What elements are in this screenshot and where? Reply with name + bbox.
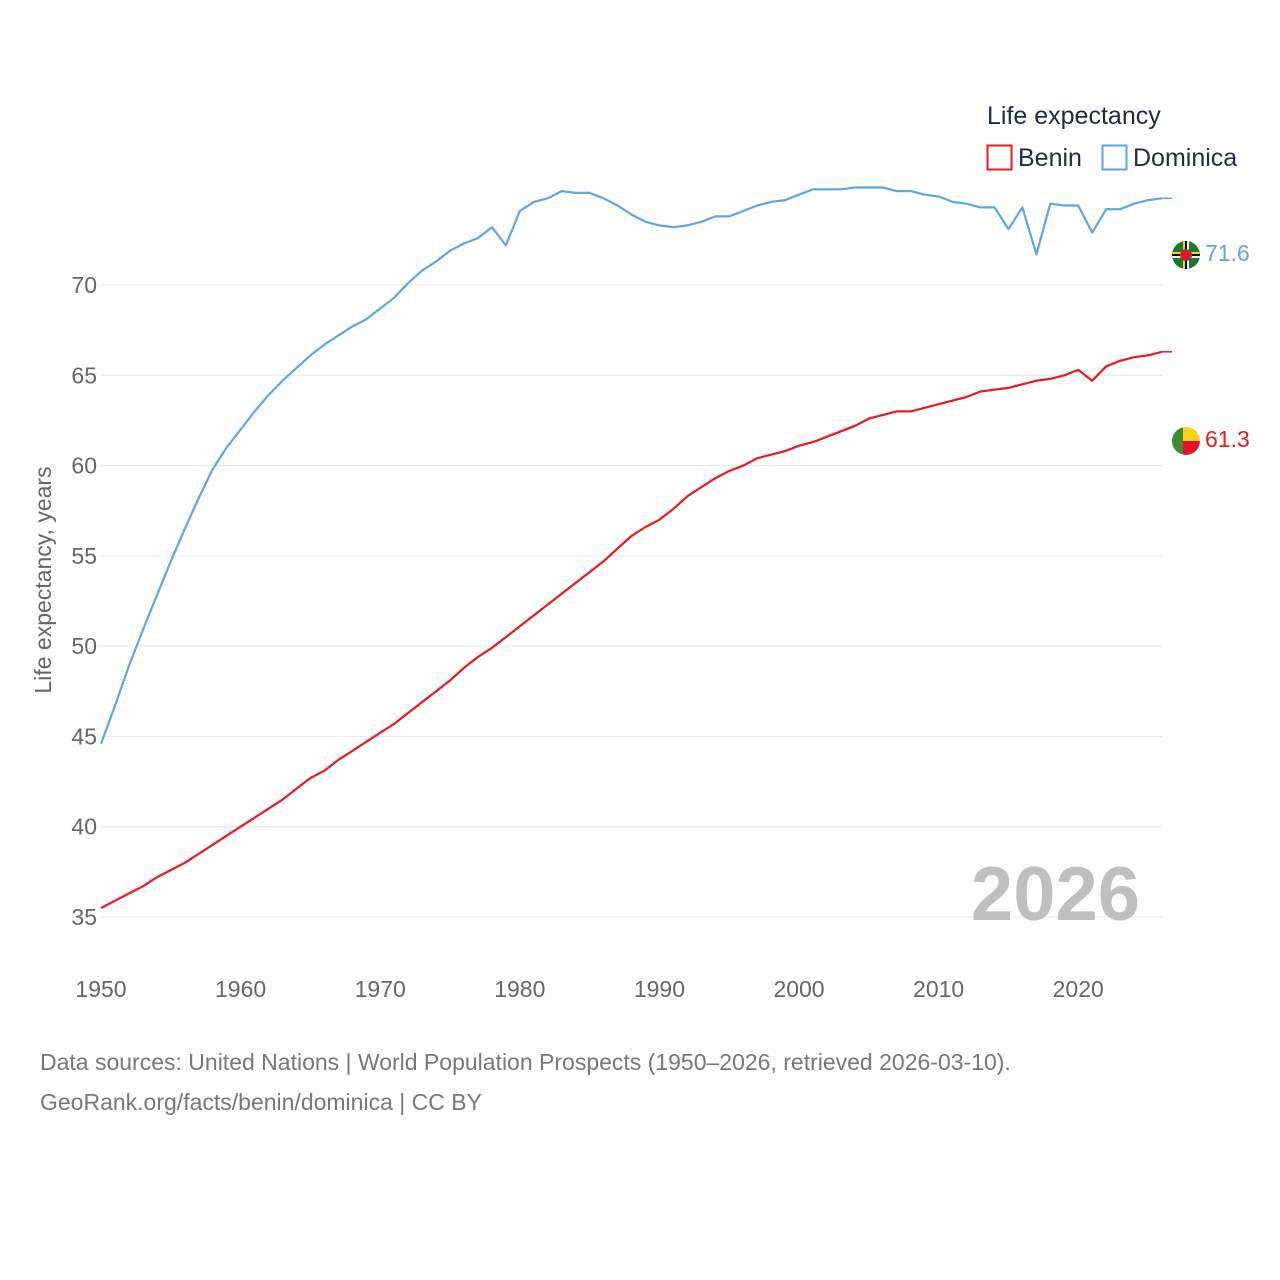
legend-item-benin[interactable]: Benin (986, 144, 1082, 172)
legend-label-benin: Benin (1018, 144, 1082, 172)
y-tick-label: 35 (71, 904, 97, 930)
y-tick-label: 40 (71, 814, 97, 840)
legend-title: Life expectancy (987, 102, 1161, 130)
series-line-benin[interactable] (100, 350, 1163, 909)
benin-flag-icon (1172, 427, 1200, 455)
x-tick-label: 2000 (773, 976, 824, 1002)
source-line-1: Data sources: United Nations | World Pop… (40, 1049, 1011, 1075)
legend-label-dominica: Dominica (1133, 144, 1237, 172)
x-axis-ticks: 1950 1960 1970 1980 1990 2000 2010 2020 (75, 976, 1103, 1002)
source-note: Data sources: United Nations | World Pop… (40, 1042, 1011, 1122)
legend-swatch-benin (986, 144, 1013, 171)
series-lines (99, 186, 1172, 909)
y-tick-label: 60 (71, 453, 97, 479)
legend-item-dominica[interactable]: Dominica (1101, 144, 1238, 172)
grid-lines (101, 284, 1162, 918)
dominica-flag-icon (1172, 241, 1200, 269)
x-tick-label: 1990 (634, 976, 685, 1002)
x-tick-label: 1980 (494, 976, 545, 1002)
x-tick-label: 1960 (215, 976, 266, 1002)
x-tick-label: 2010 (913, 976, 964, 1002)
y-axis-title: Life expectancy, years (30, 466, 56, 693)
y-tick-label: 70 (71, 272, 97, 298)
year-watermark: 2026 (971, 852, 1140, 937)
y-tick-label: 45 (71, 723, 97, 749)
end-label-dominica: 71.6 (1205, 240, 1250, 266)
x-tick-label: 1950 (75, 976, 126, 1002)
source-line-2[interactable]: GeoRank.org/facts/benin/dominica | CC BY (40, 1089, 482, 1115)
y-tick-label: 65 (71, 362, 97, 388)
x-tick-label: 1970 (355, 976, 406, 1002)
x-tick-label: 2020 (1053, 976, 1104, 1002)
y-tick-label: 50 (71, 633, 97, 659)
end-label-benin: 61.3 (1205, 426, 1250, 452)
series-line-dominica[interactable] (99, 186, 1163, 745)
legend-swatch-dominica (1101, 144, 1128, 171)
y-axis-ticks: 35 40 45 50 55 60 65 70 (71, 272, 97, 930)
y-tick-label: 55 (71, 543, 97, 569)
